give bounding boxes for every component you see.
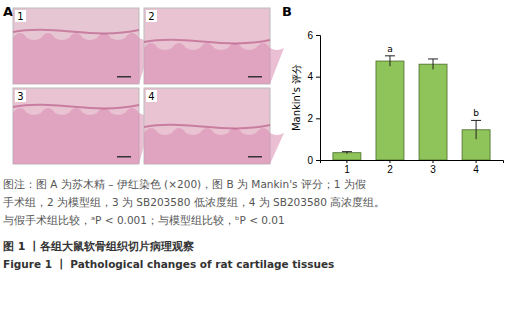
error-cap <box>342 151 352 152</box>
error-bar <box>385 56 395 66</box>
error-bar <box>428 59 438 69</box>
scale-bar <box>248 156 262 158</box>
scale-bar <box>117 76 131 78</box>
error-cap <box>385 55 395 56</box>
x-tick: 2 <box>387 160 393 175</box>
number-box <box>15 10 26 22</box>
scale-bar <box>117 156 131 158</box>
histology-image: 3 <box>13 88 153 164</box>
y-tick-label: 6 <box>307 30 313 41</box>
x-tick-mark <box>476 160 477 163</box>
x-tick-mark <box>346 160 347 163</box>
x-tick: 4 <box>473 160 479 175</box>
y-tick: 2 <box>307 113 320 124</box>
figure-title-en: Figure 1 丨 Pathological changes of rat c… <box>3 258 334 270</box>
error-cap <box>428 58 438 59</box>
figure: A B 1 2 3 4 0 2 4 6 1 2 3 4 Mankin's 评分 a b 图注：图 A 为苏木精 –… <box>0 0 513 314</box>
y-axis-line <box>316 36 321 161</box>
histology-image: 4 <box>144 88 284 164</box>
tissue <box>144 128 284 164</box>
bar <box>333 153 361 160</box>
y-tick: 6 <box>307 30 320 41</box>
x-tick-label: 4 <box>473 164 479 175</box>
error-bar <box>342 152 352 154</box>
x-tick-label: 1 <box>344 164 350 175</box>
y-tick-label: 0 <box>307 155 313 166</box>
number-box <box>146 90 157 102</box>
tissue-edge <box>144 125 270 129</box>
caption-line: 手术组，2 为模型组，3 为 SB203580 低浓度组，4 为 SB20358… <box>3 196 385 208</box>
plot-area <box>333 56 490 160</box>
caption-line: 与假手术组比较，ᵃP < 0.001；与模型组比较，ᵇP < 0.01 <box>3 214 285 226</box>
panel-label: B <box>282 4 292 19</box>
tissue <box>144 43 284 84</box>
histology-image: 2 <box>144 8 284 84</box>
bar <box>376 61 404 160</box>
caption-line: 图注：图 A 为苏木精 – 伊红染色 (×200)，图 B 为 Mankin's… <box>3 178 366 190</box>
histology-image: 1 <box>13 8 153 84</box>
x-tick: 1 <box>344 160 350 175</box>
number-box <box>15 90 26 102</box>
x-axis: 1 2 3 4 <box>321 160 504 175</box>
annotation: a <box>387 44 393 54</box>
figure-title: 图 1 丨各组大鼠软骨组织切片病理观察 <box>3 240 194 253</box>
x-tick-mark <box>433 160 434 163</box>
number-box <box>146 10 157 22</box>
tissue <box>13 108 153 164</box>
y-tick-mark <box>316 118 320 119</box>
y-tick-mark <box>316 160 320 161</box>
x-axis-line <box>321 161 504 164</box>
x-tick: 3 <box>430 160 436 175</box>
y-axis-title: Mankin's 评分 <box>291 64 302 131</box>
y-tick-label: 4 <box>307 71 313 82</box>
y-tick: 4 <box>307 71 320 82</box>
annotation: b <box>473 108 479 118</box>
error-line <box>389 56 390 66</box>
tissue-edge <box>13 30 139 34</box>
image-number: 4 <box>148 91 154 102</box>
error-cap <box>471 120 481 121</box>
image-number: 1 <box>17 11 23 22</box>
error-line <box>476 120 477 139</box>
x-tick-label: 3 <box>430 164 436 175</box>
panel-label: A <box>3 4 13 19</box>
y-tick-mark <box>316 35 320 36</box>
x-tick-mark <box>389 160 390 163</box>
x-tick-label: 2 <box>387 164 393 175</box>
y-tick-label: 2 <box>307 113 313 124</box>
error-line <box>433 59 434 69</box>
image-number: 2 <box>148 11 154 22</box>
error-bar <box>471 120 481 139</box>
y-tick-mark <box>316 77 320 78</box>
y-axis: 0 2 4 6 <box>307 30 320 166</box>
scale-bar <box>248 76 262 78</box>
bar <box>419 64 447 160</box>
y-tick: 0 <box>307 155 320 166</box>
tissue-edge <box>144 40 270 44</box>
tissue <box>13 33 153 84</box>
tissue-edge <box>13 105 139 109</box>
image-number: 3 <box>17 91 23 102</box>
